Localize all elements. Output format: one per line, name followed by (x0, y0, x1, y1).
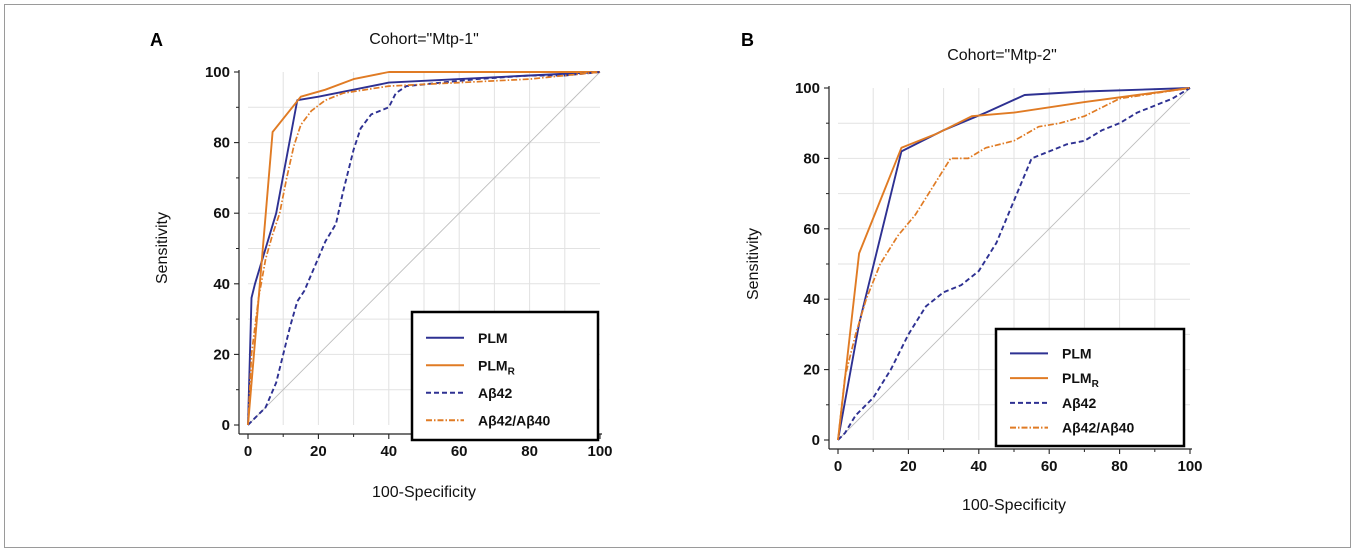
roc-curve-a-42 (837, 87, 1191, 441)
chart-title: Cohort="Mtp-1" (369, 31, 479, 48)
legend-label: PLM (478, 330, 508, 346)
legend-label-subscript: R (1092, 379, 1100, 390)
roc-curve-a-42-a-40 (247, 71, 601, 426)
roc-curve-plmr (837, 87, 1191, 441)
y-tick-label: 40 (213, 276, 230, 293)
roc-curve-plmr (247, 71, 600, 426)
roc-curve-a-42-a-40 (837, 87, 1191, 441)
legend-label: Aβ42/Aβ40 (1062, 420, 1135, 436)
legend-label: PLMR (478, 357, 516, 377)
x-axis-label: 100-Specificity (372, 484, 476, 501)
x-tick-label: 100 (587, 443, 612, 460)
y-tick-label: 20 (213, 346, 230, 363)
figure-frame (4, 4, 1351, 548)
y-tick-label: 80 (213, 135, 230, 152)
panel-a: A Cohort="Mtp-1" 0 20 40 60 80 100 0 20 40 60 80 100 1… (150, 30, 613, 501)
panel-label: B (741, 30, 754, 50)
x-tick-label: 0 (244, 443, 252, 460)
x-tick-label: 0 (834, 458, 842, 475)
y-tick-label: 60 (803, 221, 820, 238)
x-tick-label: 100 (1177, 458, 1202, 475)
y-tick-label: 20 (803, 362, 820, 379)
legend-label: PLMR (1062, 370, 1100, 390)
diagonal-reference-line (837, 87, 1191, 441)
y-tick-label: 0 (222, 417, 230, 434)
y-tick-label: 40 (803, 291, 820, 308)
x-axis-label: 100-Specificity (962, 497, 1066, 514)
legend-label: PLM (1062, 345, 1092, 361)
legend-label-subscript: R (508, 366, 516, 377)
legend-label: Aβ42 (478, 385, 512, 401)
x-tick-label: 40 (970, 458, 987, 475)
legend-box (410, 310, 600, 442)
x-tick-label: 80 (521, 443, 538, 460)
y-tick-label: 100 (205, 64, 230, 81)
roc-curve-plm (247, 71, 601, 426)
legend-label: Aβ42/Aβ40 (478, 412, 551, 428)
x-tick-label: 20 (900, 458, 917, 475)
y-axis-label: Sensitivity (154, 212, 171, 284)
legend-box (994, 327, 1186, 448)
x-tick-label: 20 (310, 443, 327, 460)
x-tick-label: 80 (1111, 458, 1128, 475)
roc-curve-a-42 (247, 71, 601, 426)
y-tick-label: 100 (795, 80, 820, 97)
panel-b: B Cohort="Mtp-2" 0 20 40 60 80 100 0 20 40 60 80 100 1… (741, 30, 1203, 514)
y-tick-label: 80 (803, 150, 820, 167)
diagonal-reference-line (247, 71, 601, 426)
y-tick-label: 0 (812, 432, 820, 449)
panel-label: A (150, 30, 163, 50)
legend-label: Aβ42 (1062, 395, 1096, 411)
chart-title: Cohort="Mtp-2" (947, 47, 1057, 64)
y-tick-label: 60 (213, 205, 230, 222)
x-tick-label: 60 (1041, 458, 1058, 475)
roc-curve-plm (837, 87, 1191, 441)
x-tick-label: 60 (451, 443, 468, 460)
x-tick-label: 40 (380, 443, 397, 460)
y-axis-label: Sensitivity (745, 228, 762, 300)
